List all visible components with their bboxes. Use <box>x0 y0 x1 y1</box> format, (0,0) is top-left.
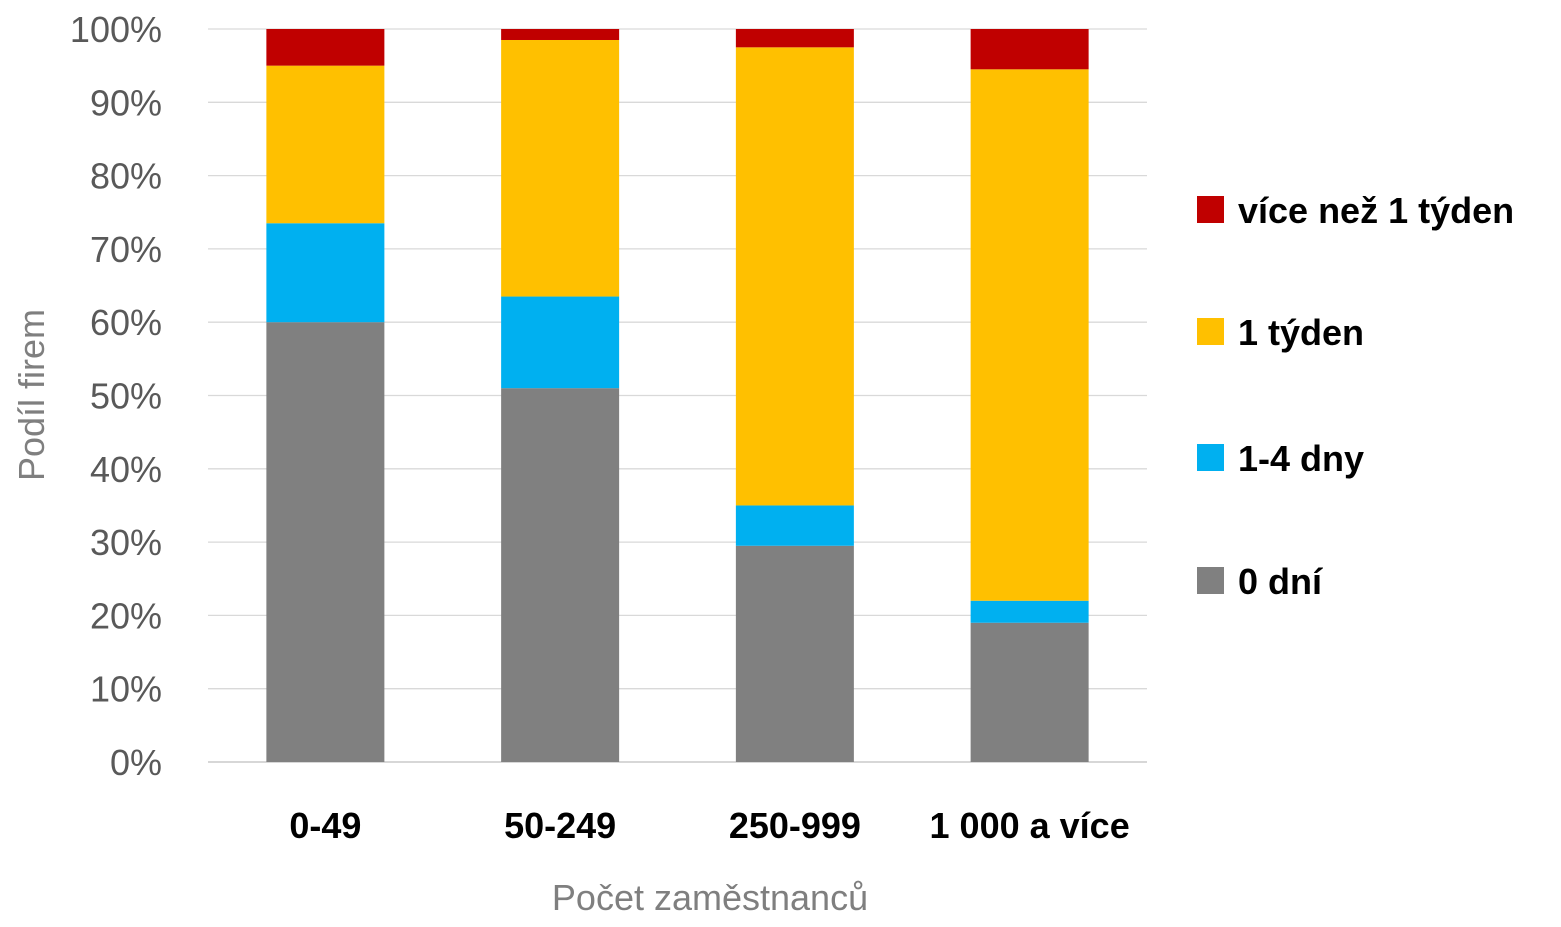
bar-segment <box>501 29 620 40</box>
y-tick-label: 30% <box>90 522 162 563</box>
x-axis-ticks: 0-49 50-249 250-999 1 000 a více <box>289 805 1129 846</box>
x-tick-label: 250-999 <box>729 805 861 846</box>
y-tick-label: 0% <box>110 742 162 783</box>
bar-segment <box>970 29 1089 70</box>
legend-swatch <box>1197 444 1224 471</box>
bar-segment <box>970 600 1089 623</box>
bar-segment <box>735 505 854 546</box>
bar-segment <box>266 65 385 224</box>
bar-segment <box>970 69 1089 601</box>
bar-segment <box>266 322 385 762</box>
bar-segment <box>735 29 854 48</box>
bar-segment <box>970 622 1089 762</box>
legend-label: více než 1 týden <box>1238 190 1514 231</box>
y-tick-label: 100% <box>70 9 162 50</box>
bar-segment <box>501 39 620 297</box>
y-tick-label: 60% <box>90 302 162 343</box>
x-tick-label: 50-249 <box>504 805 616 846</box>
bars <box>266 29 1089 762</box>
bar-segment <box>735 47 854 506</box>
bar-segment <box>501 388 620 762</box>
legend-label: 1-4 dny <box>1238 438 1364 479</box>
y-tick-label: 80% <box>90 156 162 197</box>
y-axis-title: Podíl firem <box>11 309 52 481</box>
bar-segment <box>735 545 854 762</box>
legend-label: 0 dní <box>1238 561 1323 602</box>
legend-swatch <box>1197 318 1224 345</box>
y-tick-label: 20% <box>90 595 162 636</box>
y-tick-label: 50% <box>90 376 162 417</box>
legend: více než 1 týden 1 týden 1-4 dny 0 dní <box>1197 190 1514 602</box>
legend-label: 1 týden <box>1238 312 1364 353</box>
bar-segment <box>266 223 385 323</box>
y-tick-label: 70% <box>90 229 162 270</box>
legend-swatch <box>1197 567 1224 594</box>
bar-segment <box>501 296 620 389</box>
bar-segment <box>266 29 385 66</box>
y-axis-ticks: 0% 10% 20% 30% 40% 50% 60% 70% 80% 90% 100% <box>70 9 162 783</box>
x-tick-label: 0-49 <box>289 805 361 846</box>
x-axis-title: Počet zaměstnanců <box>552 877 868 918</box>
y-tick-label: 90% <box>90 82 162 123</box>
legend-swatch <box>1197 196 1224 223</box>
y-tick-label: 10% <box>90 669 162 710</box>
y-tick-label: 40% <box>90 449 162 490</box>
x-tick-label: 1 000 a více <box>930 805 1130 846</box>
